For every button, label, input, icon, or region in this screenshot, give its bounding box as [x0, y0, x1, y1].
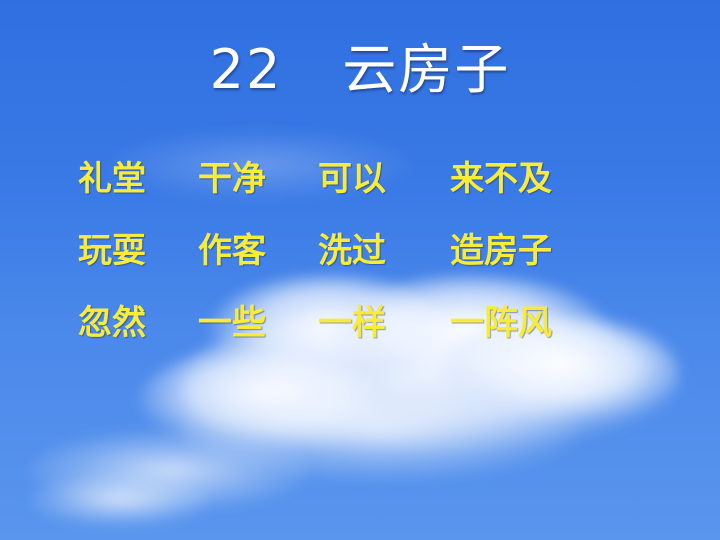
vocabulary-word: 一些 — [198, 303, 266, 343]
vocabulary-word: 玩耍 — [78, 231, 146, 271]
vocabulary-word: 一阵风 — [450, 303, 552, 343]
vocabulary-word: 洗过 — [318, 231, 386, 271]
lesson-title: 云房子 — [342, 38, 511, 101]
vocabulary-row: 礼堂 干净 可以 来不及 — [78, 154, 698, 204]
vocabulary-row: 忽然 一些 一样 一阵风 — [78, 298, 698, 348]
vocabulary-word: 来不及 — [450, 159, 552, 199]
vocabulary-row: 玩耍 作客 洗过 造房子 — [78, 226, 698, 276]
vocabulary-word: 作客 — [198, 231, 266, 271]
vocabulary-word: 礼堂 — [78, 159, 146, 199]
cloud-shape — [30, 130, 680, 526]
slide-title: 22 云房子 — [0, 38, 720, 102]
vocabulary-word: 造房子 — [450, 231, 552, 271]
vocabulary-word: 干净 — [198, 159, 266, 199]
vocabulary-word: 忽然 — [78, 303, 146, 343]
vocabulary-word: 一样 — [318, 303, 386, 343]
vocabulary-word: 可以 — [318, 159, 386, 199]
lesson-number: 22 — [209, 38, 283, 101]
